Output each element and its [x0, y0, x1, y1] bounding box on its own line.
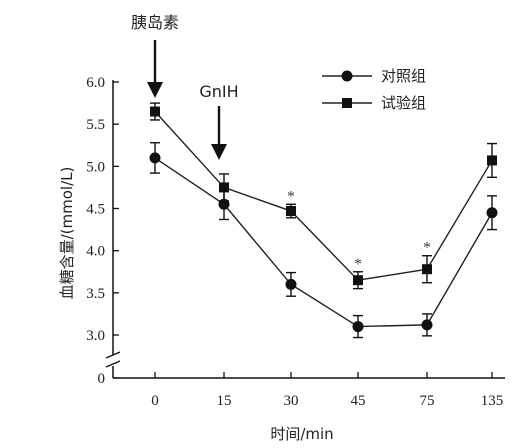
significance-asterisk: * — [287, 188, 295, 205]
y-tick-label: 5.5 — [86, 117, 105, 133]
annotation-arrow-head — [147, 82, 163, 98]
data-point-square — [150, 106, 160, 117]
y-tick-label: 6.0 — [86, 75, 105, 91]
y-tick-label: 4.0 — [86, 244, 105, 260]
annotation-label: GnIH — [199, 82, 238, 101]
y-axis-label: 血糖含量/(mmol/L) — [58, 167, 76, 300]
data-point-circle — [285, 278, 297, 290]
legend-marker-square — [342, 98, 352, 108]
chart-annotations: 胰岛素 GnIH — [131, 13, 239, 160]
chart-axes — [105, 80, 505, 379]
legend-label: 试验组 — [381, 94, 426, 112]
series-line — [154, 157, 493, 328]
x-tick-label: 45 — [351, 393, 366, 409]
x-axis-label: 时间/min — [270, 425, 333, 443]
legend-label: 对照组 — [381, 67, 426, 85]
y-tick-label: 0 — [98, 371, 106, 387]
x-tick-label: 30 — [284, 393, 299, 409]
x-tick-label: 75 — [420, 393, 435, 409]
y-tick-label: 4.5 — [86, 202, 105, 218]
significance-marks: * * * — [287, 188, 431, 272]
chart-series — [149, 102, 498, 339]
x-tick-label: 135 — [481, 393, 504, 409]
data-point-square — [219, 182, 229, 193]
annotation-arrow-head — [211, 144, 227, 160]
data-point-square — [422, 264, 432, 275]
y-tick-label: 5.0 — [86, 159, 105, 175]
annotation-label: 胰岛素 — [131, 13, 179, 32]
data-point-circle — [421, 319, 433, 331]
data-point-circle — [149, 152, 161, 164]
y-axis-break-mark — [105, 360, 121, 368]
y-tick-label: 3.0 — [86, 328, 105, 344]
y-tick-label: 3.5 — [86, 286, 105, 302]
data-point-square — [353, 275, 363, 286]
x-tick-label: 0 — [151, 393, 159, 409]
chart-ticks: 0 3.0 3.5 4.0 4.5 5.0 5.5 6.0 0 15 30 45 75 135 — [86, 75, 503, 409]
series-control — [149, 142, 498, 339]
data-point-circle — [486, 207, 498, 219]
x-tick-label: 15 — [217, 393, 232, 409]
legend-marker-circle — [341, 70, 353, 82]
series-line — [154, 111, 493, 281]
significance-asterisk: * — [354, 256, 362, 273]
data-point-square — [487, 155, 497, 166]
data-point-square — [286, 206, 296, 217]
y-axis-break-mark — [105, 351, 121, 359]
significance-asterisk: * — [423, 240, 431, 257]
series-experiment — [150, 102, 497, 290]
data-point-circle — [352, 321, 364, 333]
